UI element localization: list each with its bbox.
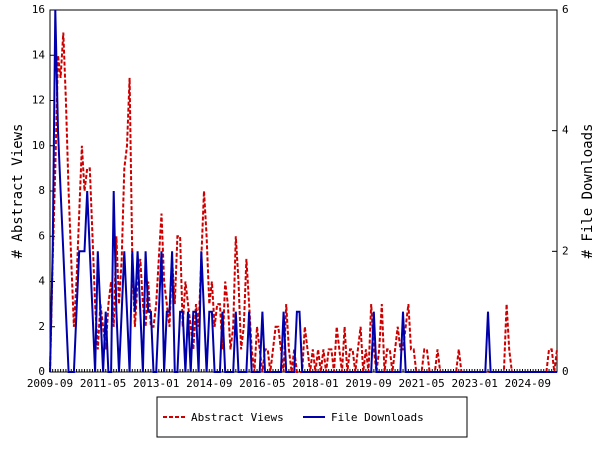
x-tick-label: 2009-09 [27, 377, 73, 390]
x-tick-label: 2016-05 [239, 377, 285, 390]
y2-tick-label: 0 [562, 365, 569, 378]
y-tick-label: 14 [32, 48, 46, 61]
y-tick-label: 6 [38, 229, 45, 242]
x-tick-label: 2024-09 [505, 377, 551, 390]
x-tick-label: 2021-05 [398, 377, 444, 390]
y-tick-label: 12 [32, 94, 45, 107]
x-tick-label: 2011-05 [80, 377, 126, 390]
y-tick-label: 8 [38, 184, 45, 197]
x-tick-label: 2013-01 [133, 377, 179, 390]
y-tick-label: 4 [38, 275, 45, 288]
plot-frame [49, 9, 558, 373]
y2-tick-label: 4 [562, 124, 569, 137]
y-tick-label: 0 [38, 365, 45, 378]
y-tick-label: 10 [32, 139, 45, 152]
x-tick-label: 2018-01 [292, 377, 338, 390]
series-line [49, 32, 558, 373]
x-tick-label: 2014-09 [186, 377, 232, 390]
y-tick-label: 2 [38, 320, 45, 333]
legend-label: File Downloads [331, 411, 424, 424]
x-tick-label: 2019-09 [345, 377, 391, 390]
y2-tick-label: 2 [562, 244, 569, 257]
y-tick-label: 16 [32, 3, 45, 16]
y2-axis-label: # File Downloads [580, 124, 596, 259]
legend-label: Abstract Views [191, 411, 284, 424]
y-axis-label: # Abstract Views [10, 124, 26, 259]
x-tick-label: 2023-01 [452, 377, 498, 390]
series-line [49, 9, 557, 373]
y2-tick-label: 6 [562, 3, 569, 16]
